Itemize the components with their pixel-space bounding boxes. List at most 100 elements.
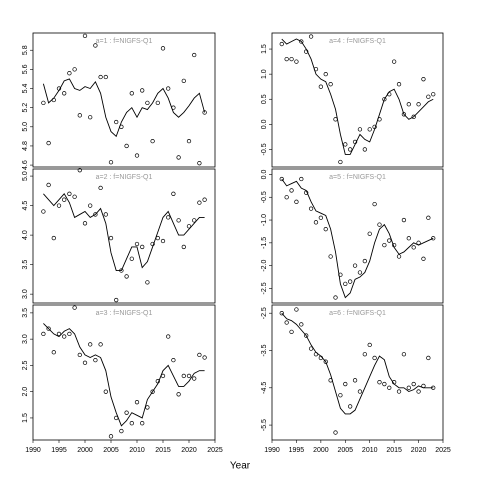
x-tick-label: 2020 — [181, 447, 197, 454]
data-point — [299, 39, 304, 44]
data-point — [406, 102, 411, 107]
data-point — [411, 114, 416, 119]
y-tick-label: 1.5 — [22, 413, 29, 423]
y-tick-label: -2.5 — [261, 282, 268, 294]
data-point — [108, 434, 114, 439]
x-tick-label: 2005 — [103, 447, 119, 454]
data-point — [51, 350, 56, 355]
y-tick-label: 5.0 — [22, 171, 29, 181]
data-point — [279, 41, 284, 47]
data-point — [299, 176, 304, 182]
data-point — [426, 355, 431, 361]
data-point — [372, 201, 377, 207]
data-point — [88, 115, 93, 120]
panel-box — [271, 304, 444, 441]
data-point — [387, 385, 392, 390]
data-point — [140, 88, 145, 93]
data-point — [382, 97, 387, 102]
y-tick-label: -3.5 — [261, 344, 268, 356]
fit-line — [281, 178, 434, 299]
data-point — [406, 236, 411, 241]
data-point — [56, 203, 62, 208]
data-point — [284, 56, 289, 62]
data-point — [46, 326, 51, 331]
data-point — [134, 241, 140, 247]
y-tick-label: 4.0 — [22, 230, 29, 240]
data-point — [77, 113, 82, 118]
data-point — [98, 342, 103, 347]
y-tick-label: -2.0 — [261, 259, 268, 271]
data-point — [108, 235, 114, 241]
y-tick-label: 5.6 — [22, 64, 29, 74]
data-point — [155, 100, 160, 106]
y-tick-label: -1.5 — [261, 237, 268, 249]
data-point — [197, 200, 202, 205]
y-tick-label: 0.5 — [261, 94, 268, 104]
y-tick-label: 2.0 — [22, 387, 29, 397]
fit-line — [43, 193, 205, 271]
data-point — [93, 212, 98, 217]
fit-line — [42, 78, 206, 138]
data-point — [176, 218, 181, 223]
data-point — [192, 218, 197, 223]
data-point — [171, 191, 176, 196]
data-point — [103, 389, 108, 394]
data-point — [343, 281, 348, 287]
data-point — [328, 254, 333, 259]
fit-line — [43, 323, 205, 427]
data-point — [387, 238, 392, 243]
data-point — [333, 430, 338, 435]
data-point — [367, 342, 372, 348]
x-tick-label: 2025 — [435, 447, 451, 454]
data-point — [431, 236, 436, 241]
data-point — [186, 224, 192, 229]
data-point — [396, 389, 402, 394]
data-point — [41, 331, 46, 337]
y-tick-label: -0.5 — [261, 191, 268, 203]
data-point — [352, 378, 358, 383]
data-point — [88, 342, 93, 347]
data-point — [411, 245, 416, 250]
data-point — [357, 270, 363, 275]
y-tick-label: 4.8 — [22, 141, 29, 151]
data-point — [67, 331, 72, 337]
data-point — [192, 52, 197, 58]
data-point — [108, 160, 114, 165]
panel-box — [32, 168, 216, 304]
data-point — [294, 307, 299, 312]
data-point — [313, 220, 319, 225]
panel-title: a=6 : f=NIGFS-Q1 — [329, 310, 386, 317]
y-tick-label: 3.5 — [22, 308, 29, 318]
data-point — [140, 244, 145, 250]
panel-box — [271, 168, 444, 304]
data-point — [396, 82, 402, 87]
data-point — [186, 139, 192, 144]
data-point — [82, 33, 88, 39]
data-point — [72, 305, 77, 310]
y-tick-label: 5.4 — [22, 84, 29, 94]
data-point — [192, 376, 197, 381]
x-tick-label: 2010 — [362, 447, 378, 454]
data-point — [103, 74, 108, 80]
x-tick-label: 2015 — [386, 447, 402, 454]
data-point — [308, 34, 314, 39]
data-point — [124, 274, 129, 279]
data-point — [289, 188, 294, 193]
panel-title: a=1 : f=NIGFS-Q1 — [96, 38, 153, 45]
y-tick-label: 1.0 — [261, 69, 268, 79]
data-point — [343, 142, 348, 147]
y-tick-label: 4.5 — [22, 201, 29, 211]
data-point — [406, 385, 411, 390]
data-point — [77, 168, 82, 173]
y-tick-label: 3.0 — [22, 334, 29, 344]
data-point — [93, 43, 98, 48]
data-point — [308, 206, 314, 211]
data-point — [318, 215, 324, 220]
data-point — [401, 217, 407, 223]
x-axis-label: Year — [230, 461, 251, 472]
y-tick-label: 1.5 — [261, 44, 268, 54]
data-point — [367, 231, 372, 236]
y-tick-label: -1.0 — [261, 214, 268, 226]
y-tick-label: 2.5 — [22, 360, 29, 370]
data-point — [186, 373, 192, 379]
